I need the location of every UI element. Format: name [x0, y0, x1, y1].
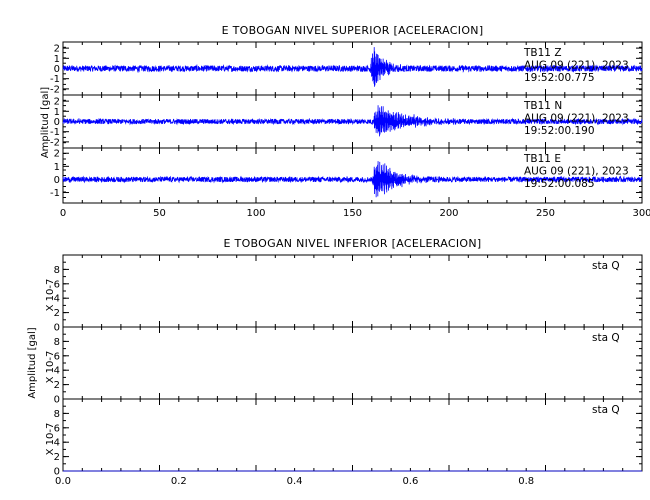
station-annotation: sta Q	[592, 332, 620, 344]
x-tick-label: 0	[60, 208, 66, 219]
x-tick-label: 300	[632, 208, 650, 219]
chart-1: E TOBOGAN NIVEL SUPERIOR [ACELERACION] Am…	[40, 24, 650, 219]
panel-3: 0 2 4 6 8 X 10-7 sta Q	[45, 398, 643, 478]
panel-1: 0 2 4 6 8 X 10-7 sta Q	[45, 254, 643, 334]
x-tick-label: 0.0	[55, 476, 71, 487]
y-tick-label: 2	[54, 97, 60, 108]
y-tick-label: -2	[50, 137, 60, 148]
station-annotation: AUG 09 (221), 2023	[524, 166, 629, 178]
y-tick-label: 4	[54, 366, 60, 377]
trace-line	[62, 105, 643, 137]
y-tick-label: 4	[54, 438, 60, 449]
y-multiplier-label: X 10-7	[45, 279, 56, 312]
x-tick-label: 0.4	[287, 476, 303, 487]
chart-title: E TOBOGAN NIVEL INFERIOR [ACELERACION]	[224, 237, 482, 250]
station-annotation: 19:52:00.190	[524, 125, 595, 137]
station-annotation: TB11 N	[523, 100, 562, 112]
panel-frame	[62, 398, 643, 472]
chart-2: E TOBOGAN NIVEL INFERIOR [ACELERACION] Am…	[27, 237, 643, 487]
y-tick-label: 8	[54, 337, 60, 348]
y-tick-label: 2	[54, 380, 60, 391]
y-tick-label: 6	[54, 351, 60, 362]
y-tick-label: 0	[54, 395, 60, 406]
y-tick-label: 2	[54, 452, 60, 463]
y-tick-label: -2	[50, 84, 60, 95]
y-tick-label: 8	[54, 409, 60, 420]
y-multiplier-label: X 10-7	[45, 423, 56, 456]
station-annotation: sta Q	[592, 404, 620, 416]
x-tick-label: 250	[536, 208, 555, 219]
y-tick-label: 0	[54, 117, 60, 128]
x-tick-label: 100	[246, 208, 265, 219]
y-tick-label: 8	[54, 265, 60, 276]
station-annotation: AUG 09 (221), 2023	[524, 60, 629, 72]
trace-line	[62, 47, 643, 87]
y-tick-label: 2	[54, 44, 60, 55]
x-tick-label: 0.6	[402, 476, 418, 487]
y-tick-label: 0	[54, 175, 60, 186]
chart-title: E TOBOGAN NIVEL SUPERIOR [ACELERACION]	[222, 24, 484, 37]
y-tick-label: 0	[54, 467, 60, 478]
x-tick-label: 0.8	[518, 476, 534, 487]
station-annotation: AUG 09 (221), 2023	[524, 113, 629, 125]
y-tick-label: 2	[54, 308, 60, 319]
y-tick-label: 1	[54, 107, 60, 118]
panel-2: 0 2 4 6 8 X 10-7 sta Q	[45, 326, 643, 406]
y-tick-label: 1	[54, 162, 60, 173]
panel-frame	[62, 254, 643, 328]
x-tick-label: 0.2	[171, 476, 187, 487]
y-tick-label: -1	[50, 127, 60, 138]
x-tick-label: 200	[439, 208, 458, 219]
trace-line	[62, 161, 643, 198]
station-annotation: sta Q	[592, 260, 620, 272]
y-tick-label: 6	[54, 423, 60, 434]
station-annotation: 19:52:00.085	[524, 178, 595, 190]
y-tick-label: 1	[54, 54, 60, 65]
y-axis-label: Amplitud [gal]	[40, 87, 51, 158]
panel-frame	[62, 326, 643, 400]
y-multiplier-label: X 10-7	[45, 351, 56, 384]
y-tick-label: -1	[50, 188, 60, 199]
station-annotation: TB11 Z	[523, 47, 562, 59]
station-annotation: TB11 E	[523, 153, 561, 165]
x-tick-label: 150	[343, 208, 362, 219]
y-tick-label: 6	[54, 279, 60, 290]
y-tick-label: -1	[50, 74, 60, 85]
x-tick-label: 50	[153, 208, 166, 219]
y-tick-label: 0	[54, 64, 60, 75]
y-axis-label: Amplitud [gal]	[27, 327, 38, 398]
y-tick-label: 0	[54, 323, 60, 334]
station-annotation: 19:52:00.775	[524, 72, 595, 84]
y-tick-label: 4	[54, 294, 60, 305]
y-tick-label: 2	[54, 149, 60, 160]
